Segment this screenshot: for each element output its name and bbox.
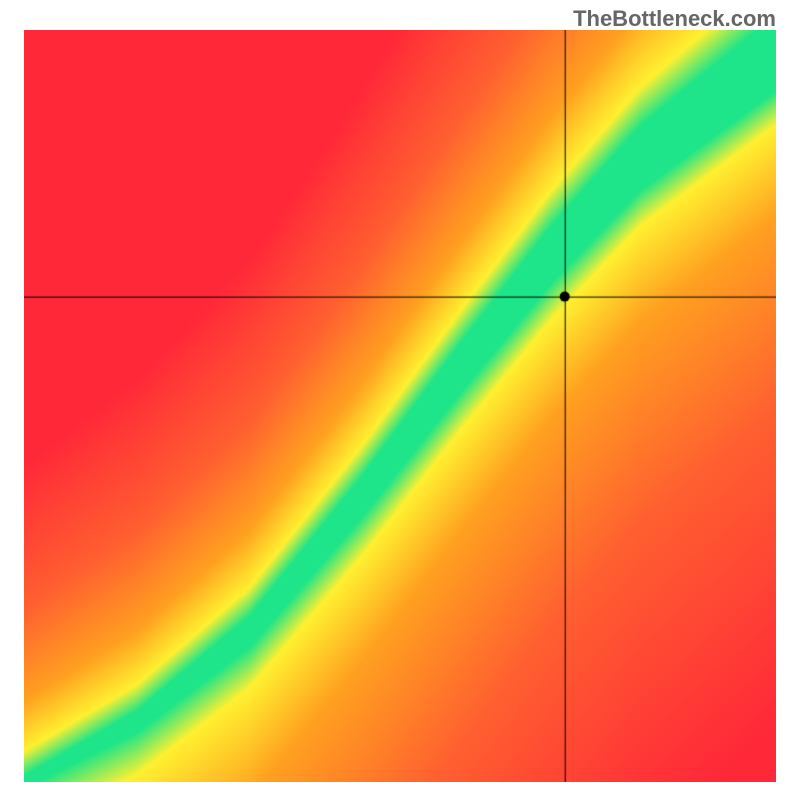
heatmap-canvas xyxy=(24,30,776,782)
watermark-text: TheBottleneck.com xyxy=(573,6,776,32)
bottleneck-heatmap xyxy=(24,30,776,782)
